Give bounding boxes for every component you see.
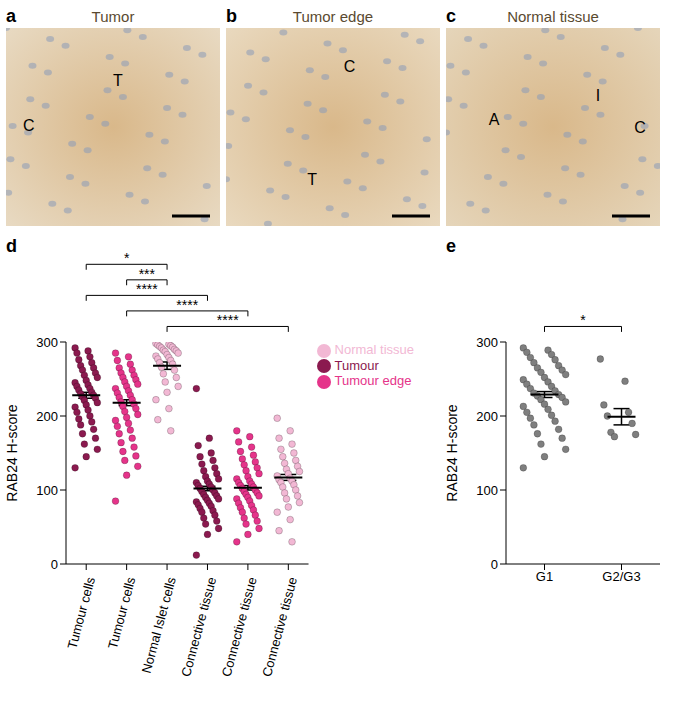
svg-text:300: 300 [476,335,498,350]
html-text:C: C [634,119,646,137]
svg-text:100: 100 [36,483,58,498]
svg-text:G1: G1 [536,569,553,584]
html-text:c: c [446,6,456,26]
html-text:I: I [595,87,601,105]
svg-text:****: **** [136,281,158,297]
svg-text:RAB24 H-score: RAB24 H-score [4,404,20,501]
svg-text:200: 200 [476,409,498,424]
html-text:b: b [226,6,237,26]
html-text:Normal tissue: Normal tissue [507,8,599,25]
html-text:A: A [488,111,500,129]
svg-text:*: * [124,250,130,266]
html-text:C: C [23,117,35,135]
svg-text:200: 200 [36,409,58,424]
svg-text:*: * [580,312,586,328]
html-text:a: a [6,6,16,26]
html-text:T: T [307,170,318,188]
svg-text:****: **** [176,297,198,313]
html-text:Tumor: Tumor [91,8,135,25]
svg-text:Connective tissue: Connective tissue [178,575,219,678]
svg-text:Connective tissue: Connective tissue [219,575,260,678]
svg-text:***: *** [139,266,156,282]
html-text:e: e [446,236,456,256]
html-text:Tumour: Tumour [334,357,379,373]
html-text:Tumour edge: Tumour edge [334,373,412,389]
svg-text:300: 300 [36,335,58,350]
svg-text:Normal Islet cells: Normal Islet cells [139,575,179,675]
svg-text:Tumour cells: Tumour cells [64,575,98,651]
svg-text:Connective tissue: Connective tissue [259,575,300,678]
html-text:T: T [113,71,123,89]
svg-text:RAB24 H-score: RAB24 H-score [444,404,460,501]
svg-text:0: 0 [491,557,498,572]
html-text:d: d [6,236,17,256]
svg-text:Tumour cells: Tumour cells [105,575,139,651]
html-text:C: C [343,57,356,75]
svg-text:****: **** [217,312,239,328]
html-text:Tumor edge: Tumor edge [292,8,374,25]
svg-text:100: 100 [476,483,498,498]
html-text:Normal tissue: Normal tissue [334,342,414,357]
svg-text:0: 0 [51,557,58,572]
svg-text:G2/G3: G2/G3 [602,569,640,584]
